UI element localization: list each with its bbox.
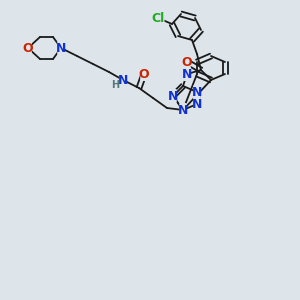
Text: O: O bbox=[23, 41, 33, 55]
Text: O: O bbox=[139, 68, 149, 80]
FancyBboxPatch shape bbox=[152, 11, 164, 25]
FancyBboxPatch shape bbox=[57, 41, 65, 55]
Text: Cl: Cl bbox=[152, 11, 165, 25]
FancyBboxPatch shape bbox=[119, 73, 127, 87]
FancyBboxPatch shape bbox=[193, 97, 201, 111]
Text: H: H bbox=[111, 80, 119, 90]
FancyBboxPatch shape bbox=[179, 103, 187, 117]
Text: N: N bbox=[192, 98, 202, 110]
FancyBboxPatch shape bbox=[140, 67, 148, 81]
Text: N: N bbox=[178, 103, 188, 116]
Text: N: N bbox=[56, 41, 66, 55]
Text: N: N bbox=[182, 68, 192, 80]
FancyBboxPatch shape bbox=[193, 85, 201, 99]
FancyBboxPatch shape bbox=[183, 55, 191, 69]
Text: N: N bbox=[192, 85, 202, 98]
FancyBboxPatch shape bbox=[24, 41, 32, 55]
Text: N: N bbox=[168, 89, 178, 103]
FancyBboxPatch shape bbox=[183, 67, 191, 81]
Text: N: N bbox=[118, 74, 128, 86]
Text: O: O bbox=[182, 56, 192, 68]
FancyBboxPatch shape bbox=[169, 89, 177, 103]
